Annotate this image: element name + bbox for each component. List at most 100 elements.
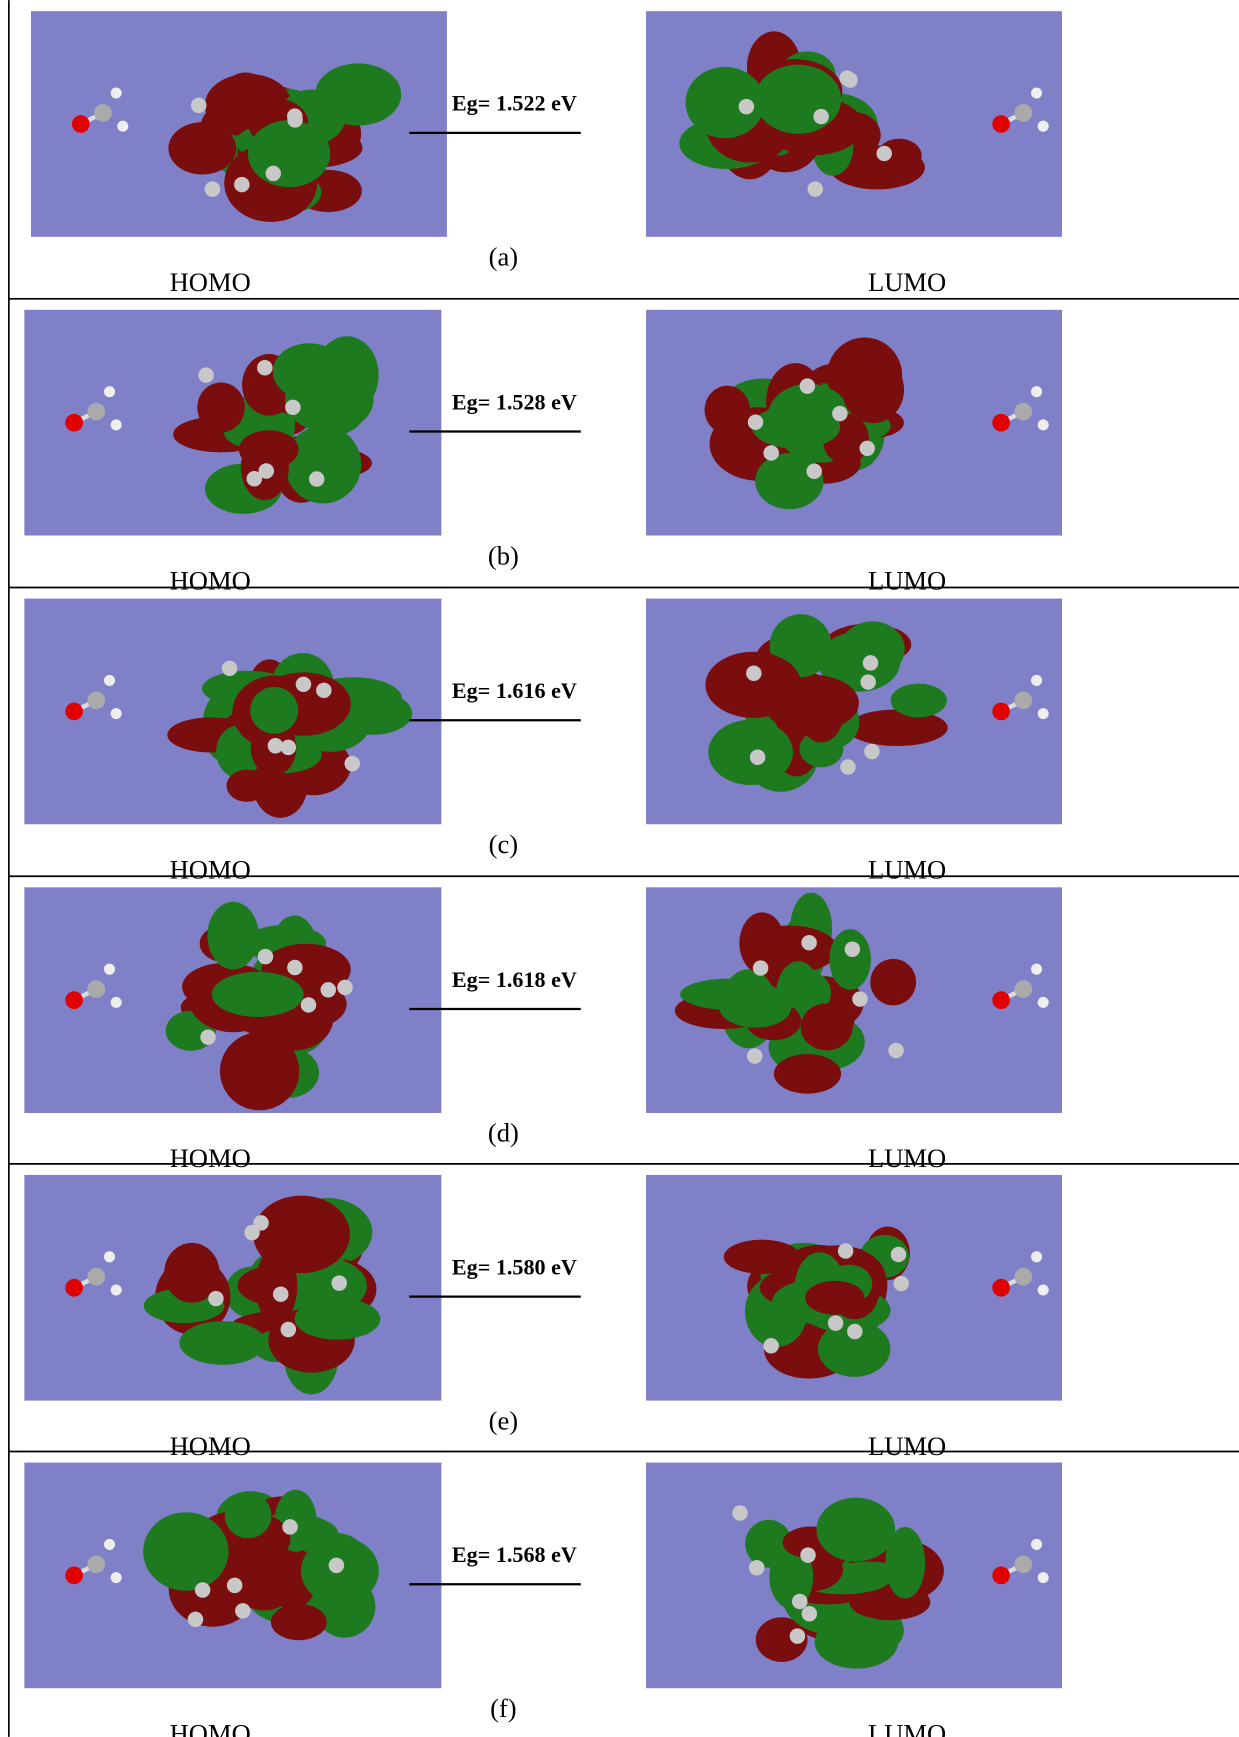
orbital-lobe bbox=[719, 988, 791, 1028]
atom bbox=[87, 403, 105, 421]
atom bbox=[1038, 121, 1049, 132]
atom bbox=[1031, 675, 1042, 686]
atom bbox=[65, 703, 83, 721]
orbital-image bbox=[31, 11, 447, 237]
atom bbox=[763, 445, 778, 460]
atom bbox=[253, 1215, 268, 1230]
atom bbox=[104, 964, 115, 975]
atom bbox=[104, 1539, 115, 1550]
orbital-lobe bbox=[815, 1616, 899, 1669]
atom bbox=[65, 1567, 83, 1585]
atom bbox=[321, 982, 336, 997]
atom bbox=[1038, 997, 1049, 1008]
orbital-image bbox=[24, 1175, 441, 1401]
atom bbox=[287, 112, 302, 127]
atom bbox=[1014, 1268, 1032, 1286]
atom bbox=[281, 740, 296, 755]
homo-caption: HOMO bbox=[170, 1431, 251, 1461]
atom bbox=[1038, 1284, 1049, 1295]
panel-label: (b) bbox=[488, 540, 519, 570]
panel-label: (a) bbox=[489, 242, 518, 272]
atom bbox=[1038, 1572, 1049, 1583]
atom bbox=[188, 1612, 203, 1627]
atom bbox=[852, 991, 867, 1006]
energy-gap: Eg= 1.616 eV bbox=[452, 678, 577, 703]
orbital-lobe bbox=[225, 1493, 272, 1539]
atom bbox=[992, 414, 1010, 432]
lumo-caption: LUMO bbox=[868, 1431, 946, 1461]
orbital-lobe bbox=[829, 929, 871, 990]
atom bbox=[739, 99, 754, 114]
atom bbox=[992, 991, 1010, 1009]
orbital-lobe bbox=[705, 386, 750, 434]
atom bbox=[1014, 692, 1032, 710]
atom bbox=[227, 1578, 242, 1593]
orbital-lobe bbox=[752, 405, 840, 448]
atom bbox=[287, 960, 302, 975]
atom bbox=[257, 360, 272, 375]
orbital-lobe bbox=[250, 687, 298, 734]
atom bbox=[87, 1268, 105, 1286]
atom bbox=[1031, 87, 1042, 98]
orbital-lobe bbox=[798, 680, 844, 742]
atom bbox=[888, 1043, 903, 1058]
orbital-image bbox=[24, 887, 441, 1113]
figure: Eg= 1.522 eV(a)HOMOLUMOEg= 1.528 eV(b)HO… bbox=[0, 0, 1239, 1737]
atom bbox=[94, 104, 112, 122]
atom bbox=[813, 109, 828, 124]
atom bbox=[732, 1505, 747, 1520]
atom bbox=[282, 1519, 297, 1534]
atom bbox=[65, 1279, 83, 1297]
orbital-image bbox=[646, 11, 1062, 237]
atom bbox=[859, 441, 874, 456]
orbital-lobe bbox=[705, 652, 801, 718]
lumo-caption: LUMO bbox=[868, 1718, 946, 1737]
energy-gap: Eg= 1.568 eV bbox=[452, 1542, 577, 1567]
atom bbox=[845, 941, 860, 956]
atom bbox=[195, 1582, 210, 1597]
atom bbox=[273, 1286, 288, 1301]
atom bbox=[345, 756, 360, 771]
lumo-caption: LUMO bbox=[868, 854, 946, 884]
atom bbox=[1014, 104, 1032, 122]
orbital-lobe bbox=[801, 1003, 853, 1050]
atom bbox=[316, 683, 331, 698]
panel-label: (e) bbox=[489, 1405, 518, 1435]
atom bbox=[1014, 1555, 1032, 1573]
panel-label: (d) bbox=[488, 1118, 519, 1148]
orbital-lobe bbox=[227, 770, 268, 802]
atom bbox=[65, 991, 83, 1009]
atom bbox=[329, 1558, 344, 1573]
homo-caption: HOMO bbox=[170, 1143, 251, 1173]
orbital-lobe bbox=[315, 63, 401, 125]
atom bbox=[992, 115, 1010, 133]
homo-caption: HOMO bbox=[170, 854, 251, 884]
atom bbox=[87, 980, 105, 998]
atom bbox=[1038, 419, 1049, 430]
orbital-lobe bbox=[805, 1281, 864, 1315]
atom bbox=[117, 121, 128, 132]
atom bbox=[1031, 1251, 1042, 1262]
atom bbox=[200, 1029, 215, 1044]
atom bbox=[87, 692, 105, 710]
atom bbox=[104, 1251, 115, 1262]
energy-gap: Eg= 1.522 eV bbox=[452, 91, 577, 116]
atom bbox=[208, 1291, 223, 1306]
atom bbox=[893, 1276, 908, 1291]
orbital-lobe bbox=[197, 382, 244, 432]
atom bbox=[864, 744, 879, 759]
atom bbox=[65, 414, 83, 432]
atom bbox=[222, 661, 237, 676]
atom bbox=[838, 1243, 853, 1258]
atom bbox=[309, 471, 324, 486]
atom bbox=[1038, 708, 1049, 719]
atom bbox=[337, 980, 352, 995]
atom bbox=[191, 98, 206, 113]
atom bbox=[72, 115, 90, 133]
panel-label: (f) bbox=[490, 1693, 517, 1723]
atom bbox=[802, 1606, 817, 1621]
atom bbox=[111, 708, 122, 719]
atom bbox=[792, 1594, 807, 1609]
atom bbox=[992, 703, 1010, 721]
atom bbox=[234, 177, 249, 192]
